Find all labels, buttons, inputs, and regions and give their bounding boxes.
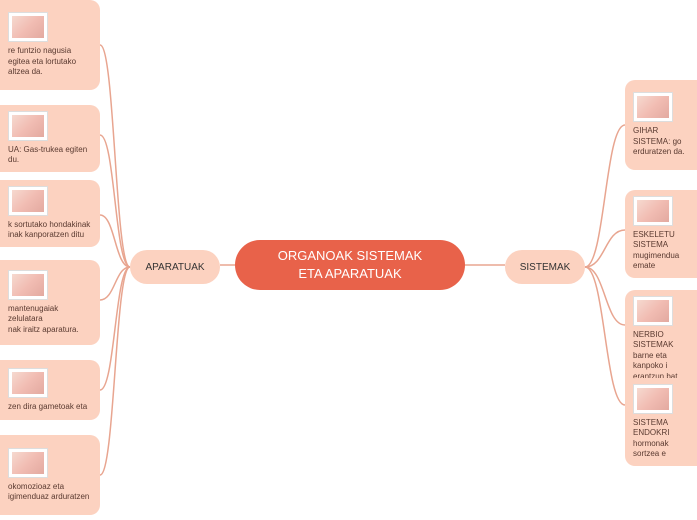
thumbnail-image (633, 384, 673, 414)
leaf-text: GIHAR SISTEMA: go erduratzen da. (633, 126, 697, 157)
leaf-node: UA: Gas-trukea egiten du. (0, 105, 100, 172)
leaf-node: zen dira gametoak eta (0, 360, 100, 420)
thumbnail-image (633, 92, 673, 122)
leaf-text: zen dira gametoak eta (8, 402, 87, 412)
thumbnail-image (8, 270, 48, 300)
leaf-node: mantenugaiak zelulatara nak iraitz apara… (0, 260, 100, 345)
thumbnail-image (8, 368, 48, 398)
leaf-node: k sortutako hondakinak inak kanporatzen … (0, 180, 100, 247)
thumbnail-image (8, 448, 48, 478)
central-node: ORGANOAK SISTEMAK ETA APARATUAK (235, 240, 465, 290)
leaf-text: SISTEMA ENDOKRI hormonak sortzea e (633, 418, 697, 460)
leaf-text: okomozioaz eta igimenduaz arduratzen (8, 482, 89, 503)
leaf-node: SISTEMA ENDOKRI hormonak sortzea e (625, 378, 697, 466)
thumbnail-image (8, 12, 48, 42)
branch-right-label: SISTEMAK (520, 262, 571, 273)
leaf-node: re funtzio nagusia egitea eta lortutako … (0, 0, 100, 90)
leaf-text: ESKELETU SISTEMA mugimendua emate (633, 230, 697, 272)
thumbnail-image (8, 111, 48, 141)
central-label: ORGANOAK SISTEMAK ETA APARATUAK (278, 247, 422, 283)
leaf-node: okomozioaz eta igimenduaz arduratzen (0, 435, 100, 515)
leaf-node: GIHAR SISTEMA: go erduratzen da. (625, 80, 697, 170)
leaf-text: mantenugaiak zelulatara nak iraitz apara… (8, 304, 92, 335)
branch-left-label: APARATUAK (145, 262, 204, 273)
branch-left: APARATUAK (130, 250, 220, 284)
thumbnail-image (633, 196, 673, 226)
leaf-node: ESKELETU SISTEMA mugimendua emate (625, 190, 697, 278)
thumbnail-image (633, 296, 673, 326)
leaf-text: UA: Gas-trukea egiten du. (8, 145, 92, 166)
leaf-text: k sortutako hondakinak inak kanporatzen … (8, 220, 90, 241)
thumbnail-image (8, 186, 48, 216)
leaf-text: re funtzio nagusia egitea eta lortutako … (8, 46, 76, 77)
branch-right: SISTEMAK (505, 250, 585, 284)
